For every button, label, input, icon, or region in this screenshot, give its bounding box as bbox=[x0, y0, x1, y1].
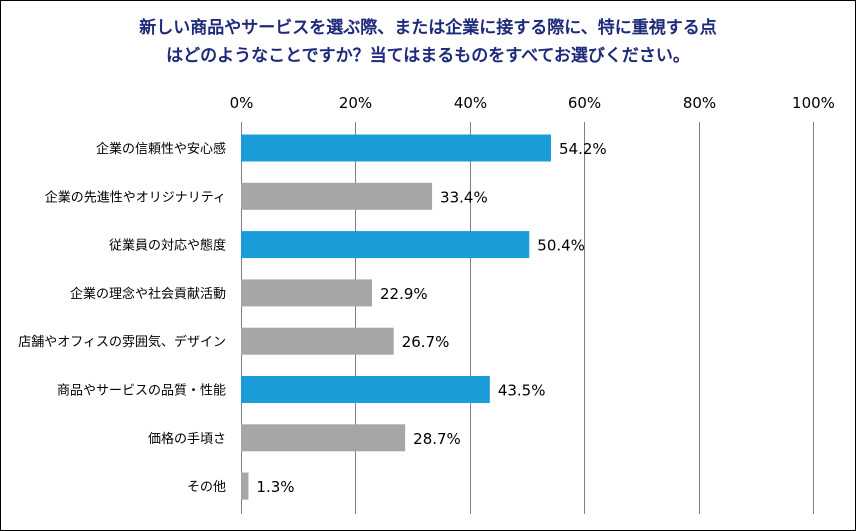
category-label: その他 bbox=[187, 480, 226, 495]
category-label: 価格の手頃さ bbox=[148, 431, 226, 447]
data-label: 54.2% bbox=[559, 140, 607, 158]
x-tick-label: 40% bbox=[454, 94, 487, 112]
category-label: 商品やサービスの品質・性能 bbox=[57, 384, 226, 399]
data-label: 33.4% bbox=[440, 188, 488, 206]
x-tick-label: 100% bbox=[792, 94, 835, 112]
data-label: 1.3% bbox=[256, 478, 294, 496]
bar bbox=[241, 231, 530, 259]
chart-title-line-2: はどのようなことですか？当てはまるものをすべてお選びください。 bbox=[166, 46, 690, 66]
x-tick-label: 20% bbox=[339, 94, 372, 112]
x-tick-label: 0% bbox=[230, 94, 254, 112]
bar bbox=[241, 279, 372, 307]
chart-title: 新しい商品やサービスを選ぶ際、または企業に接する際に、特に重視する点 はどのよう… bbox=[0, 14, 856, 70]
data-label: 50.4% bbox=[537, 237, 585, 255]
bar bbox=[241, 376, 490, 403]
category-label: 企業の理念や社会貢献活動 bbox=[70, 286, 226, 302]
bar bbox=[241, 182, 433, 210]
data-label: 28.7% bbox=[413, 430, 461, 448]
x-tick-label: 80% bbox=[683, 94, 716, 112]
bar bbox=[241, 424, 406, 452]
category-label: 従業員の対応や態度 bbox=[109, 238, 226, 254]
chart-title-line-1: 新しい商品やサービスを選ぶ際、または企業に接する際に、特に重視する点 bbox=[139, 18, 717, 38]
data-label: 43.5% bbox=[498, 382, 546, 400]
category-label: 店舗やオフィスの雰囲気、デザイン bbox=[18, 334, 226, 350]
category-label: 企業の先進性やオリジナリティ bbox=[45, 189, 226, 205]
bar bbox=[241, 134, 552, 162]
x-tick-label: 60% bbox=[568, 94, 601, 112]
category-label: 企業の信頼性や安心感 bbox=[96, 141, 226, 157]
data-label: 22.9% bbox=[380, 285, 428, 303]
bar bbox=[241, 472, 249, 500]
bar bbox=[241, 327, 394, 355]
data-label: 26.7% bbox=[402, 333, 450, 351]
